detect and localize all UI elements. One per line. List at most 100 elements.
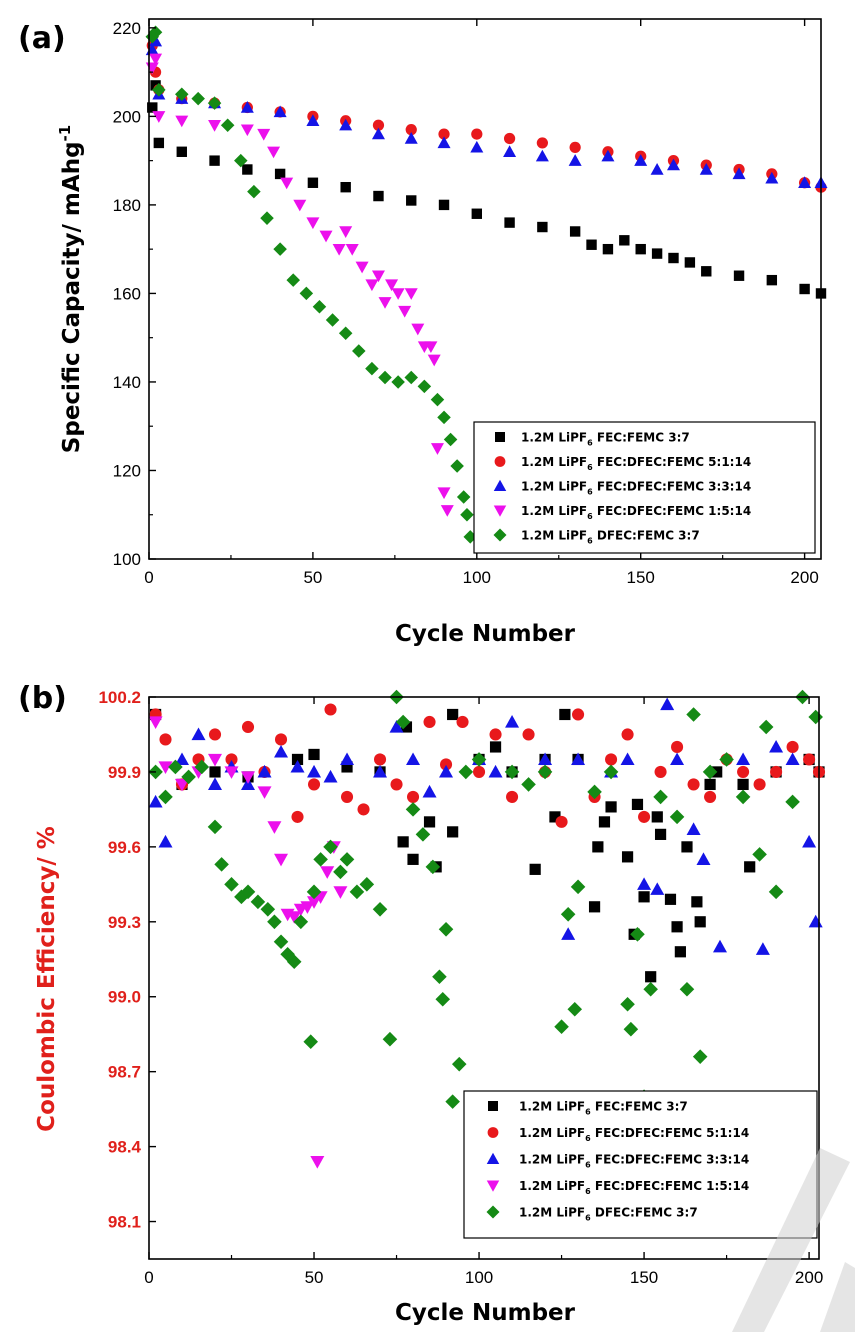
panel-b-series-5-point (181, 769, 196, 785)
panel-b-series-1-point (308, 748, 320, 761)
panel-a-series-5-point (437, 410, 451, 425)
panel-b-series-3-point (373, 764, 388, 778)
panel-a-series-3-point (732, 167, 746, 180)
legend-label-suffix: FEC:DFEC:FEMC 1:5:14 (593, 504, 751, 518)
panel-b-series-5-point (359, 877, 375, 892)
panel-b-series-3-point (307, 764, 322, 778)
panel-b-series-1-point (397, 836, 409, 848)
panel-a-series-1-point (373, 190, 384, 202)
panel-b-x-tick-label: 0 (144, 1268, 153, 1287)
panel-b-series-3-point (712, 939, 727, 953)
panel-b-series-5-point (669, 809, 685, 825)
panel-a-series-1-point (733, 270, 745, 281)
panel-a-series-5-point (352, 344, 366, 358)
panel-b-series-1-point (400, 721, 413, 733)
legend-label-suffix: FEC:DFEC:FEMC 3:3:14 (591, 1153, 749, 1167)
panel-b-y-tick-label: 99.3 (108, 913, 141, 932)
panel-a-y-axis-title-sup: -1 (56, 125, 74, 142)
panel-b-series-2-point (439, 758, 453, 771)
panel-b-series-2-point (473, 765, 486, 778)
panel-b-series-5-point (306, 884, 322, 900)
panel-a-series-4-point (391, 288, 405, 300)
panel-b-series-1-point (447, 826, 459, 838)
panel-b-series-5-point (260, 902, 276, 917)
panel-a-series-4-point (293, 199, 307, 212)
panel-a-y-tick-label: 140 (113, 373, 141, 392)
panel-a-series-3-point (240, 101, 254, 113)
panel-b-y-tick-label: 99.6 (108, 838, 141, 857)
panel-a-series-4-point (365, 279, 379, 292)
panel-b-x-axis-title: Cycle Number (395, 1300, 576, 1326)
panel-a-series-5-point (234, 153, 248, 168)
panel-b-series-5-point (653, 789, 668, 805)
panel-a-series-1-point (766, 274, 778, 286)
panel-b-series-3-point (257, 764, 272, 778)
panel-b-legend-marker-3 (486, 1152, 500, 1164)
panel-b-y-tick-label: 98.4 (108, 1138, 142, 1157)
panel-a-series-3-point (306, 114, 320, 127)
panel-b-series-2-point (159, 733, 172, 746)
panel-b-series-5-point (630, 927, 645, 942)
panel-a-series-3-point (765, 171, 779, 184)
panel-b-series-5-point (719, 752, 734, 767)
panel-a-x-axis-title: Cycle Number (395, 621, 576, 647)
panel-a-series-1-point (586, 239, 597, 250)
panel-a-series-4-point (440, 505, 454, 517)
panel-b-series-5-point (438, 922, 454, 937)
panel-b-series-5-point (435, 991, 451, 1007)
panel-a-series-4-point (424, 341, 438, 354)
panel-b-series-5-point (425, 859, 441, 875)
panel-b-legend-marker-1 (488, 1101, 498, 1111)
legend-label-subscript: 6 (587, 488, 593, 497)
panel-b-series-3-point (323, 769, 338, 783)
panel-a-series-1-point (471, 208, 483, 219)
panel-b-series-1-point (588, 901, 601, 913)
panel-b-series-1-point (651, 811, 663, 823)
panel-a-series-1-point (684, 257, 696, 268)
panel-b-series-1-point (654, 828, 667, 840)
panel-b-series-4-point (208, 753, 223, 767)
panel-b-series-5-point (207, 819, 223, 835)
panel-b-series-3-point (158, 834, 173, 848)
panel-b-series-1-point (621, 851, 634, 863)
panel-a-series-5-point (220, 118, 235, 132)
panel-b-series-5-point (349, 884, 365, 900)
panel-b-series-5-point (214, 857, 229, 872)
legend-label-subscript: 6 (585, 1134, 591, 1143)
panel-b-legend-label-2: 1.2M LiPF6 FEC:DFEC:FEMC 5:1:14 (519, 1126, 749, 1143)
legend-label-suffix: DFEC:FEMC 3:7 (593, 529, 700, 543)
panel-a-series-3-point (535, 149, 549, 162)
panel-a-series-5-point (338, 326, 353, 341)
panel-b-series-5-point (554, 1019, 569, 1034)
panel-a-y-tick-label: 200 (113, 107, 141, 126)
panel-b-series-4-point (224, 766, 239, 779)
panel-b-series-3-point (208, 777, 223, 791)
panel-a-series-2-point (438, 128, 450, 140)
legend-label-prefix: 1.2M LiPF (519, 1100, 585, 1114)
panel-a-series-3-point (437, 136, 451, 149)
panel-a-series-5-point (152, 83, 166, 97)
panel-b-series-2-point (786, 740, 799, 754)
panel-a-series-3-point (699, 162, 713, 175)
panel-a-series-4-point (149, 53, 163, 66)
legend-label-prefix: 1.2M LiPF (519, 1206, 585, 1220)
panel-b-series-1-point (605, 801, 617, 813)
panel-b-series-3-point (571, 752, 586, 766)
panel-b-series-3-point (561, 927, 576, 940)
panel-a-series-5-point (450, 459, 464, 473)
panel-a-y-tick-label: 220 (113, 19, 141, 38)
panel-b-y-tick-label: 98.1 (108, 1213, 141, 1232)
panel-b-series-2-point (555, 815, 568, 828)
legend-label-prefix: 1.2M LiPF (521, 455, 587, 469)
watermark-strokes (732, 1148, 855, 1332)
panel-a-series-1-point (340, 181, 351, 193)
panel-a-marks (145, 25, 828, 544)
panel-b-series-3-point (406, 752, 421, 766)
panel-a-x-tick-label: 50 (303, 568, 322, 587)
panel-b-series-5-point (339, 852, 355, 867)
panel-b-series-5-point (240, 884, 256, 900)
panel-b-series-5-point (686, 707, 701, 722)
panel-b-series-2-point (291, 810, 304, 823)
panel-a-y-tick-label: 160 (113, 284, 141, 303)
panel-a-legend-marker-4 (493, 505, 507, 517)
